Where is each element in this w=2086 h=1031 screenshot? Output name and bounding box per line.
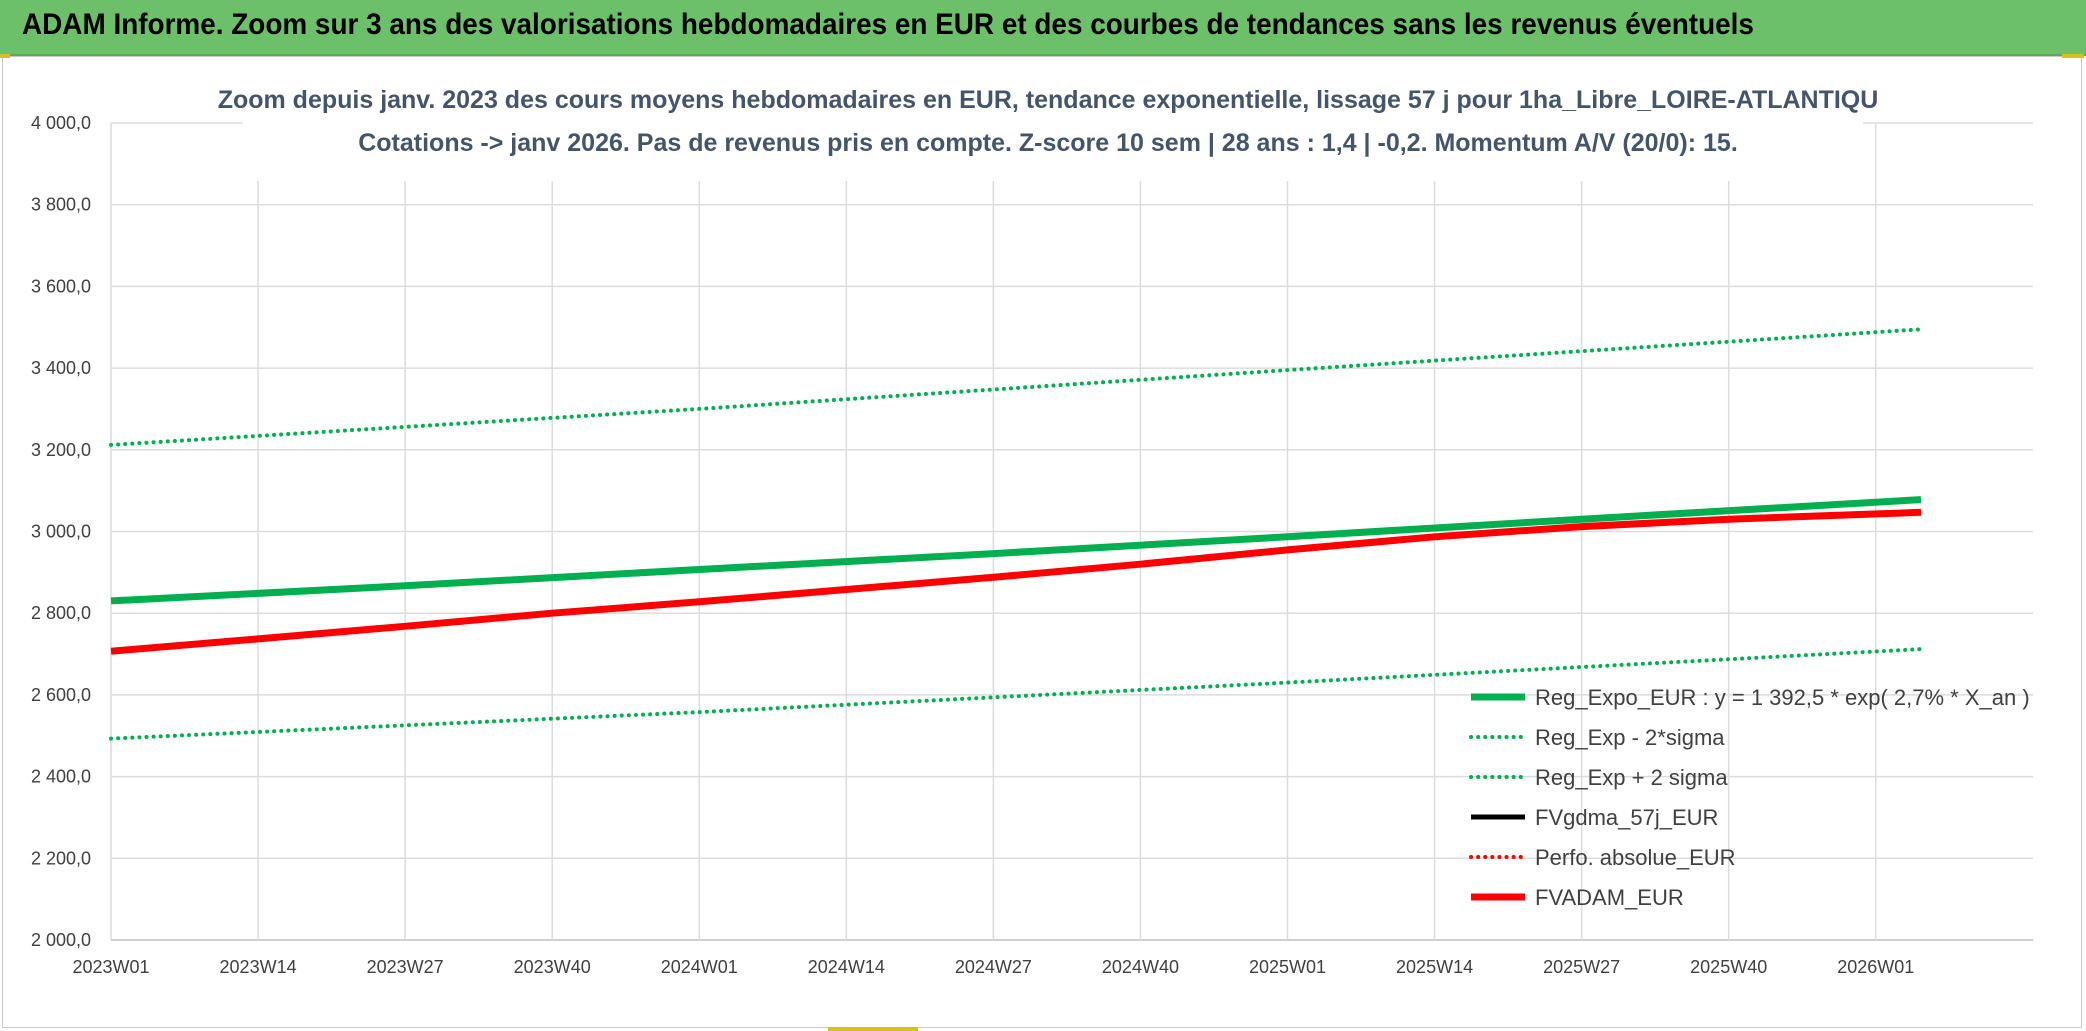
y-tick-label: 3 000,0: [31, 522, 91, 542]
x-tick-label: 2025W27: [1543, 957, 1620, 977]
x-tick-label: 2024W14: [808, 957, 885, 977]
x-tick-label: 2025W01: [1249, 957, 1326, 977]
x-tick-label: 2026W01: [1837, 957, 1914, 977]
x-tick-label: 2024W27: [955, 957, 1032, 977]
chart-title-line-1: Zoom depuis janv. 2023 des cours moyens …: [218, 86, 1879, 114]
y-tick-label: 3 600,0: [31, 276, 91, 296]
corner-marker: [2062, 54, 2084, 58]
y-tick-label: 3 200,0: [31, 440, 91, 460]
corner-marker: [0, 54, 10, 58]
series-line: [110, 496, 1922, 605]
chart-title: Zoom depuis janv. 2023 des cours moyens …: [218, 81, 1879, 181]
banner-title: ADAM Informe. Zoom sur 3 ans des valoris…: [22, 8, 1754, 41]
y-tick-label: 2 400,0: [31, 767, 91, 787]
chart-title-line-2: Cotations -> janv 2026. Pas de revenus p…: [358, 129, 1738, 157]
x-tick-label: 2025W40: [1690, 957, 1767, 977]
y-tick-label: 3 400,0: [31, 358, 91, 378]
report-banner: ADAM Informe. Zoom sur 3 ans des valoris…: [0, 0, 2086, 56]
legend: Reg_Expo_EUR : y = 1 392,5 * exp( 2,7% *…: [1469, 685, 2030, 910]
x-tick-label: 2024W40: [1102, 957, 1179, 977]
x-tick-label: 2023W27: [367, 957, 444, 977]
y-tick-label: 4 000,0: [31, 113, 91, 133]
legend-label: Reg_Exp + 2 sigma: [1535, 765, 1728, 790]
y-tick-label: 2 000,0: [31, 930, 91, 950]
series-line: [109, 327, 1923, 447]
legend-label: Reg_Exp - 2*sigma: [1535, 725, 1725, 750]
y-tick-label: 2 600,0: [31, 685, 91, 705]
chart-frame: 2 000,0 2 200,0 2 400,0 2 600,0 2 800,0 3 000…: [2, 56, 2082, 1028]
legend-label: Reg_Expo_EUR : y = 1 392,5 * exp( 2,7% *…: [1535, 685, 2030, 710]
x-tick-label: 2023W01: [72, 957, 149, 977]
x-tick-label: 2023W14: [220, 957, 297, 977]
x-tick-label: 2025W14: [1396, 957, 1473, 977]
legend-label: FVgdma_57j_EUR: [1535, 805, 1718, 830]
y-tick-label: 2 800,0: [31, 603, 91, 623]
x-axis: 2023W01 2023W14 2023W27 2023W40 2024W01 2024W…: [72, 957, 1914, 977]
grid-layer: [110, 122, 2033, 941]
bottom-marker: [828, 1027, 918, 1031]
y-axis: 2 000,0 2 200,0 2 400,0 2 600,0 2 800,0 3 000…: [31, 113, 91, 950]
line-chart: 2 000,0 2 200,0 2 400,0 2 600,0 2 800,0 3 000…: [31, 81, 2033, 977]
y-tick-label: 2 200,0: [31, 848, 91, 868]
series-line: [110, 508, 1922, 655]
series-layer: [109, 327, 1923, 741]
y-tick-label: 3 800,0: [31, 195, 91, 215]
x-tick-label: 2023W40: [514, 957, 591, 977]
title-background: [243, 81, 1863, 181]
legend-label: Perfo. absolue_EUR: [1535, 845, 1736, 870]
legend-label: FVADAM_EUR: [1535, 885, 1684, 910]
x-tick-label: 2024W01: [661, 957, 738, 977]
